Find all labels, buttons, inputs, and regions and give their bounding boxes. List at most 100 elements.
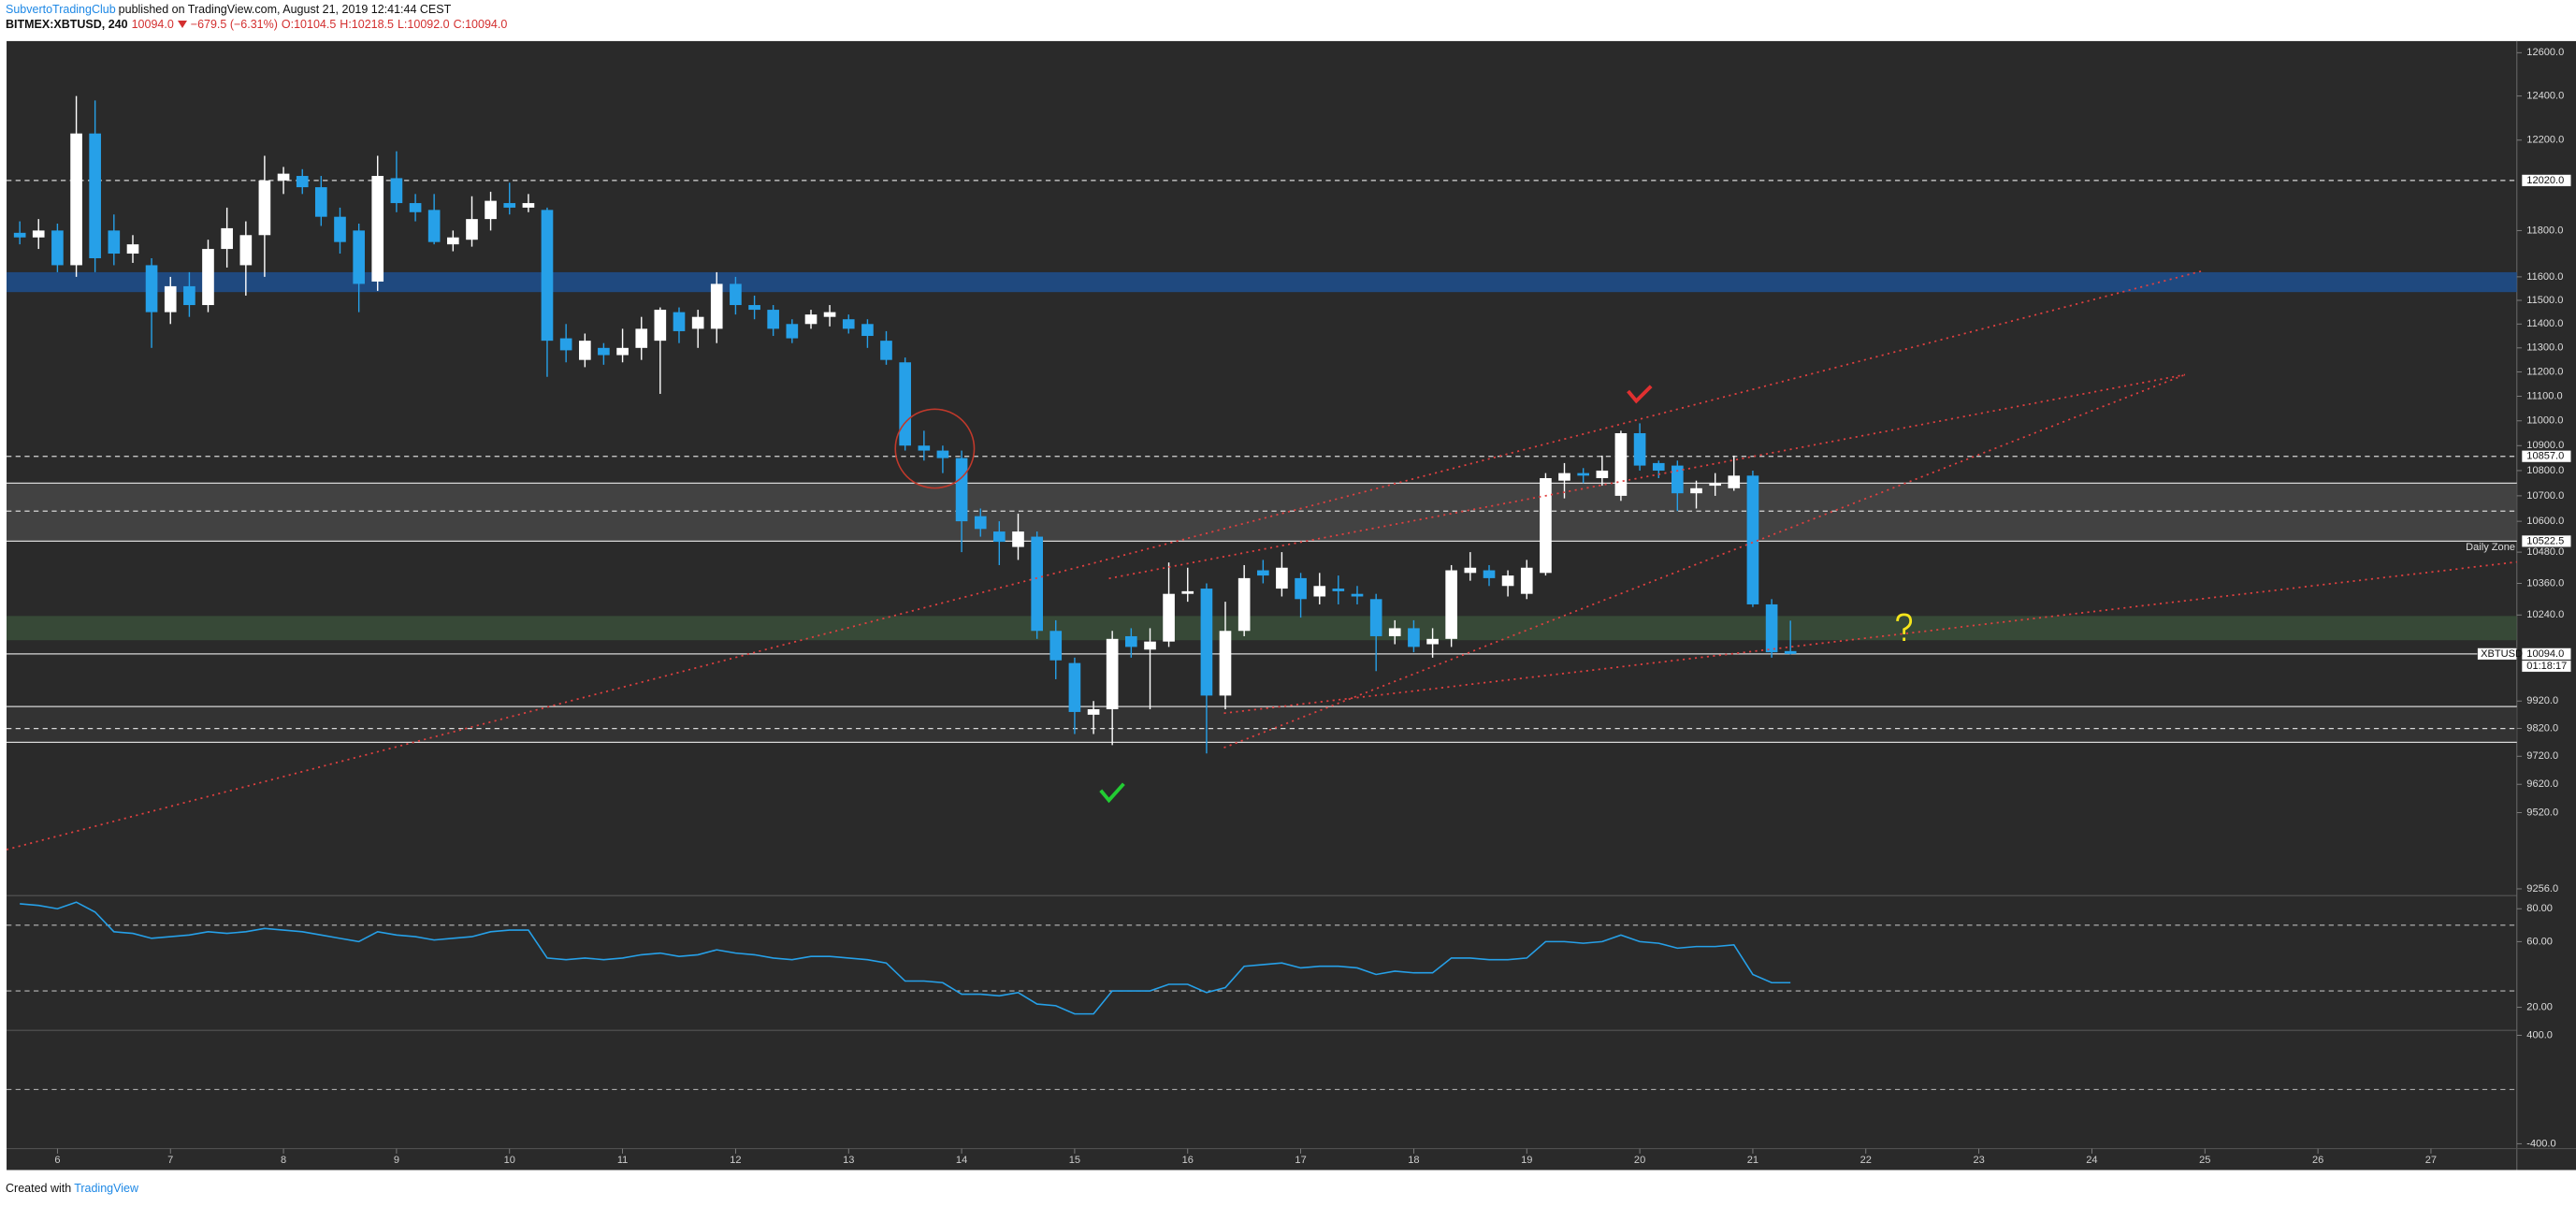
y-tick-label: 10900.0: [2526, 440, 2564, 451]
y-tick-label: 12200.0: [2526, 135, 2564, 146]
candle-body: [1200, 589, 1213, 696]
candle-body: [409, 203, 422, 212]
candle-body: [823, 312, 836, 317]
candle-body: [183, 285, 195, 306]
x-tick-label: 20: [1634, 1155, 1645, 1166]
x-tick-label: 10: [504, 1155, 515, 1166]
candle-body: [1426, 638, 1439, 645]
x-tick-label: 13: [843, 1155, 854, 1166]
zone: [7, 706, 2517, 743]
level-label-box: [2521, 647, 2571, 661]
x-tick-label: 22: [1860, 1155, 1872, 1166]
candle-body: [1445, 570, 1457, 639]
x-tick-label: 12: [730, 1155, 741, 1166]
candle-body: [1464, 567, 1477, 574]
y-tick-label: 11300.0: [2526, 342, 2563, 354]
footer-text: Created with: [6, 1182, 72, 1195]
countdown-box: [2521, 660, 2571, 673]
level-label: 12020.0: [2526, 175, 2564, 186]
level-label-box: [2521, 534, 2571, 547]
y-tick-label: 9920.0: [2526, 695, 2558, 706]
candle-body: [1068, 662, 1081, 712]
candle-body: [89, 133, 101, 258]
candle-body: [32, 230, 45, 238]
y-tick-label: 12400.0: [2526, 91, 2564, 102]
rsi-tick-label: 80.00: [2526, 903, 2553, 914]
y-tick-label: 11100.0: [2526, 390, 2562, 401]
y-tick-label: 9820.0: [2526, 723, 2558, 734]
candle-body: [258, 180, 271, 236]
y-tick-label: 11400.0: [2526, 318, 2563, 329]
x-tick-label: 27: [2425, 1155, 2437, 1166]
candle-body: [1520, 567, 1533, 594]
candle-body: [1181, 590, 1194, 594]
rsi-tick-label: 20.00: [2526, 1002, 2553, 1013]
candle-body: [1106, 638, 1119, 710]
header-line: SubvertoTradingClub published on TradingV…: [6, 3, 455, 16]
candle-body: [748, 305, 760, 311]
x-tick-label: 7: [167, 1155, 173, 1166]
candle-body: [992, 531, 1006, 543]
x-tick-label: 18: [1408, 1155, 1419, 1166]
rsi-line: [20, 901, 1791, 1015]
candle-body: [767, 310, 779, 329]
rsi-tick-label: 60.00: [2526, 936, 2553, 947]
candle-body: [447, 237, 459, 245]
ohlc: L:10092.0: [397, 18, 450, 31]
candle-body: [1408, 628, 1420, 647]
candle-body: [202, 249, 214, 306]
zones: [7, 180, 2517, 743]
candle-body: [1049, 631, 1063, 661]
candle-body: [1031, 536, 1044, 632]
candle-body: [559, 338, 572, 351]
candle-body: [1012, 531, 1024, 547]
candle-body: [1784, 650, 1797, 654]
y-tick-label: 11500.0: [2526, 295, 2563, 306]
main-pane: [13, 95, 1797, 754]
y-tick-label: 10800.0: [2526, 465, 2564, 476]
footer: Created with TradingView: [6, 1182, 138, 1195]
candle-body: [503, 203, 516, 208]
candle-body: [427, 210, 441, 242]
candle-body: [296, 176, 309, 188]
chart-background: [7, 40, 2576, 1171]
candle-body: [1540, 478, 1552, 574]
candle-body: [334, 216, 346, 242]
candle-body: [861, 324, 874, 337]
candle-body: [1313, 586, 1326, 597]
candle-body: [221, 227, 233, 250]
y-tick-label: 11600.0: [2526, 271, 2563, 283]
question-mark: [1896, 613, 1913, 641]
x-tick-label: 26: [2312, 1155, 2323, 1166]
x-tick-label: 23: [1973, 1155, 1984, 1166]
candle-body: [598, 347, 610, 356]
ohlc: C:10094.0: [453, 18, 508, 31]
candle-body: [635, 328, 648, 348]
candle-body: [239, 235, 253, 266]
candle-body: [1125, 635, 1137, 647]
y-tick-label: 11000.0: [2526, 415, 2563, 427]
candle-body: [1257, 570, 1269, 576]
candle-body: [13, 232, 26, 238]
candle-body: [1087, 709, 1100, 715]
candle-body: [1388, 628, 1401, 636]
candle-body: [1596, 470, 1609, 479]
candle-body: [936, 450, 949, 458]
last-price: 10094.0: [131, 18, 174, 31]
y-tick-label: 9256.0: [2526, 883, 2558, 894]
x-tick-label: 6: [54, 1155, 60, 1166]
candle-body: [108, 230, 121, 254]
candle-body: [1558, 473, 1570, 481]
macd-tick-label: 400.0: [2526, 1029, 2553, 1040]
candle-body: [51, 230, 64, 266]
candle-body: [579, 341, 591, 360]
candle-body: [466, 219, 478, 240]
x-tick-label: 16: [1182, 1155, 1194, 1166]
candle-body: [974, 516, 987, 530]
zone: [7, 616, 2517, 641]
trend-line: [1223, 560, 2517, 715]
header-line: BITMEX:XBTUSD, 240 10094.0 −679.5 (−6.31%)…: [6, 18, 511, 31]
check-mark: [1099, 782, 1125, 804]
annotation: Daily Zone: [2466, 542, 2515, 553]
candle-body: [1332, 589, 1345, 591]
